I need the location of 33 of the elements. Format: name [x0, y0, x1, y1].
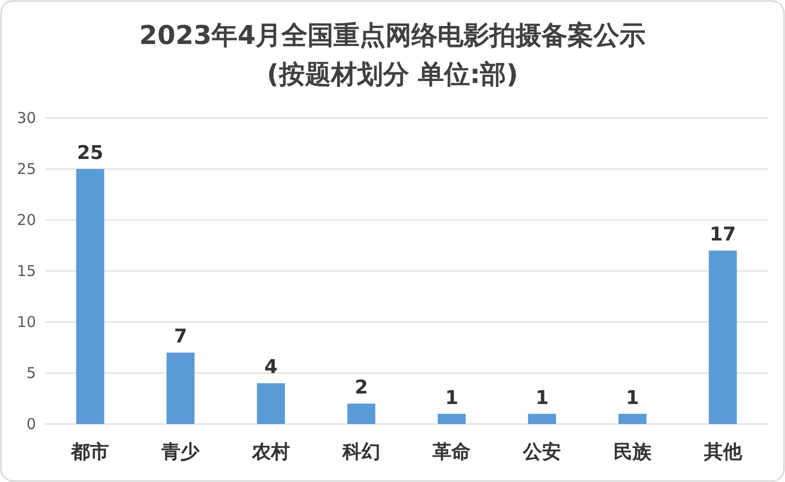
data-label: 1 [445, 386, 458, 409]
data-label: 17 [710, 224, 736, 246]
y-tick-label: 0 [26, 415, 36, 433]
x-tick-label: 农村 [250, 441, 290, 463]
data-label: 2 [354, 376, 368, 399]
bar [256, 383, 285, 424]
x-tick-label: 其他 [702, 441, 743, 463]
y-tick-label: 10 [16, 313, 36, 331]
bar [166, 352, 195, 424]
bar [347, 404, 376, 424]
x-tick-label: 都市 [70, 441, 110, 463]
data-label: 7 [174, 326, 188, 348]
x-tick-label: 青少 [160, 441, 201, 463]
y-tick-label: 25 [16, 160, 36, 178]
bar [528, 414, 556, 424]
chart-subtitle: (按题材划分 单位:部) [266, 60, 518, 90]
y-tick-label: 30 [16, 109, 36, 127]
y-tick-label: 20 [16, 211, 36, 229]
x-tick-label: 公安 [522, 441, 562, 463]
data-label: 25 [76, 142, 104, 164]
y-tick-label: 5 [26, 364, 36, 382]
bar [708, 250, 737, 424]
x-tick-label: 科幻 [341, 441, 380, 463]
x-tick-label: 革命 [432, 441, 471, 463]
chart-title: 2023年4月全国重点网络电影拍摄备案公示 [139, 21, 646, 51]
x-tick-label: 民族 [613, 441, 652, 463]
bar [76, 169, 104, 424]
y-tick-label: 15 [16, 262, 36, 280]
bar [618, 414, 646, 424]
data-label: 1 [535, 386, 549, 409]
data-label: 1 [626, 386, 640, 409]
bar [438, 414, 466, 424]
data-label: 4 [264, 356, 278, 378]
